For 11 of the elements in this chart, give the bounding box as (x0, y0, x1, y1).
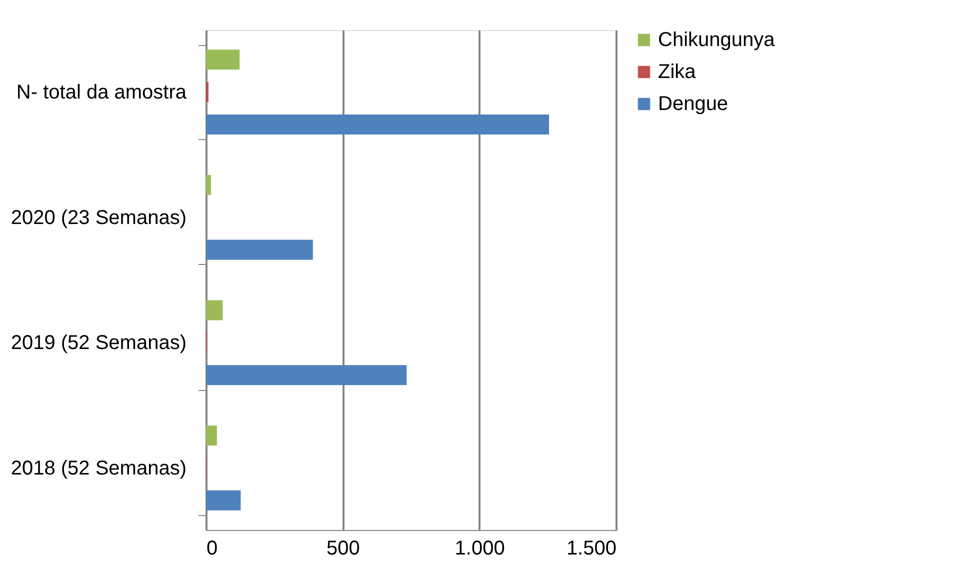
x-tick-label: 0 (206, 538, 218, 560)
legend-label: Chikungunya (658, 29, 776, 51)
y-tick-label: N- total da amostra (16, 82, 188, 104)
y-tick-label: 2019 (52 Semanas) (10, 332, 186, 354)
legend-label: Zika (658, 61, 697, 83)
y-tick-label: 2018 (52 Semanas) (10, 457, 186, 480)
x-tick-label: 500 (326, 538, 360, 560)
x-tick-label: 1.500 (566, 538, 616, 560)
y-tick-label: 2020 (23 Semanas) (10, 206, 186, 229)
legend-label: Dengue (658, 93, 728, 115)
x-tick-label: 1.000 (454, 538, 505, 560)
